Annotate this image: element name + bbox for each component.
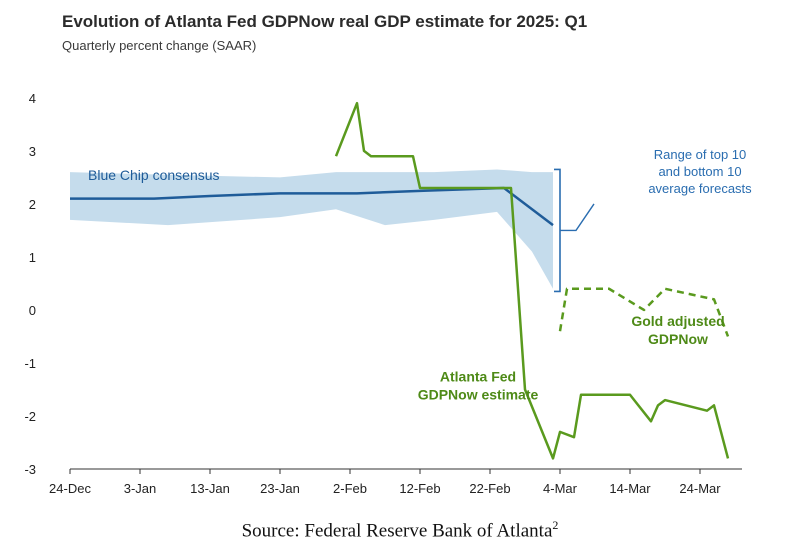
- blue-chip-label: Blue Chip consensus: [88, 167, 220, 183]
- x-tick-label: 24-Dec: [49, 481, 91, 496]
- y-tick-label: -2: [24, 409, 36, 424]
- range-label-line: and bottom 10: [658, 164, 741, 179]
- series-gold-adjusted-line: [558, 287, 730, 337]
- y-tick-label: -1: [24, 356, 36, 371]
- source-footnote-marker: 2: [552, 518, 559, 532]
- x-tick-label: 14-Mar: [609, 481, 651, 496]
- chart-subtitle: Quarterly percent change (SAAR): [62, 38, 257, 53]
- x-tick-label: 2-Feb: [333, 481, 367, 496]
- gold-adjusted-label-line: GDPNow: [648, 331, 708, 347]
- range-leader-line: [560, 203, 595, 232]
- gdpnow-label-line: GDPNow estimate: [418, 387, 539, 403]
- y-tick-label: -3: [24, 462, 36, 477]
- gdpnow-label-line: Atlanta Fed: [440, 369, 516, 385]
- x-tick-label: 12-Feb: [399, 481, 440, 496]
- x-tick-label: 4-Mar: [543, 481, 578, 496]
- source-text: Source: Federal Reserve Bank of Atlanta: [241, 520, 553, 542]
- x-tick-label: 23-Jan: [260, 481, 300, 496]
- gold-adjusted-label-line: Gold adjusted: [631, 313, 724, 329]
- x-tick-label: 24-Mar: [679, 481, 721, 496]
- y-tick-label: 3: [29, 144, 36, 159]
- range-band: [70, 169, 553, 289]
- range-label-line: average forecasts: [648, 181, 752, 196]
- range-label-line: Range of top 10: [654, 147, 747, 162]
- x-tick-label: 13-Jan: [190, 481, 230, 496]
- source-note: Source: Federal Reserve Bank of Atlanta2: [0, 518, 800, 542]
- x-tick-label: 22-Feb: [469, 481, 510, 496]
- chart-title: Evolution of Atlanta Fed GDPNow real GDP…: [62, 12, 588, 31]
- y-tick-label: 0: [29, 303, 36, 318]
- range-bracket: [554, 168, 561, 293]
- x-tick-label: 3-Jan: [124, 481, 157, 496]
- plot-area: -3 -2 -1 0 1 2 3 4 24-Dec 3-Jan 13-Jan 23-Jan 2-Feb 1…: [24, 91, 752, 496]
- y-tick-label: 1: [29, 250, 36, 265]
- y-tick-label: 2: [29, 197, 36, 212]
- y-tick-label: 4: [29, 91, 36, 106]
- series-gdpnow-line: [334, 101, 730, 460]
